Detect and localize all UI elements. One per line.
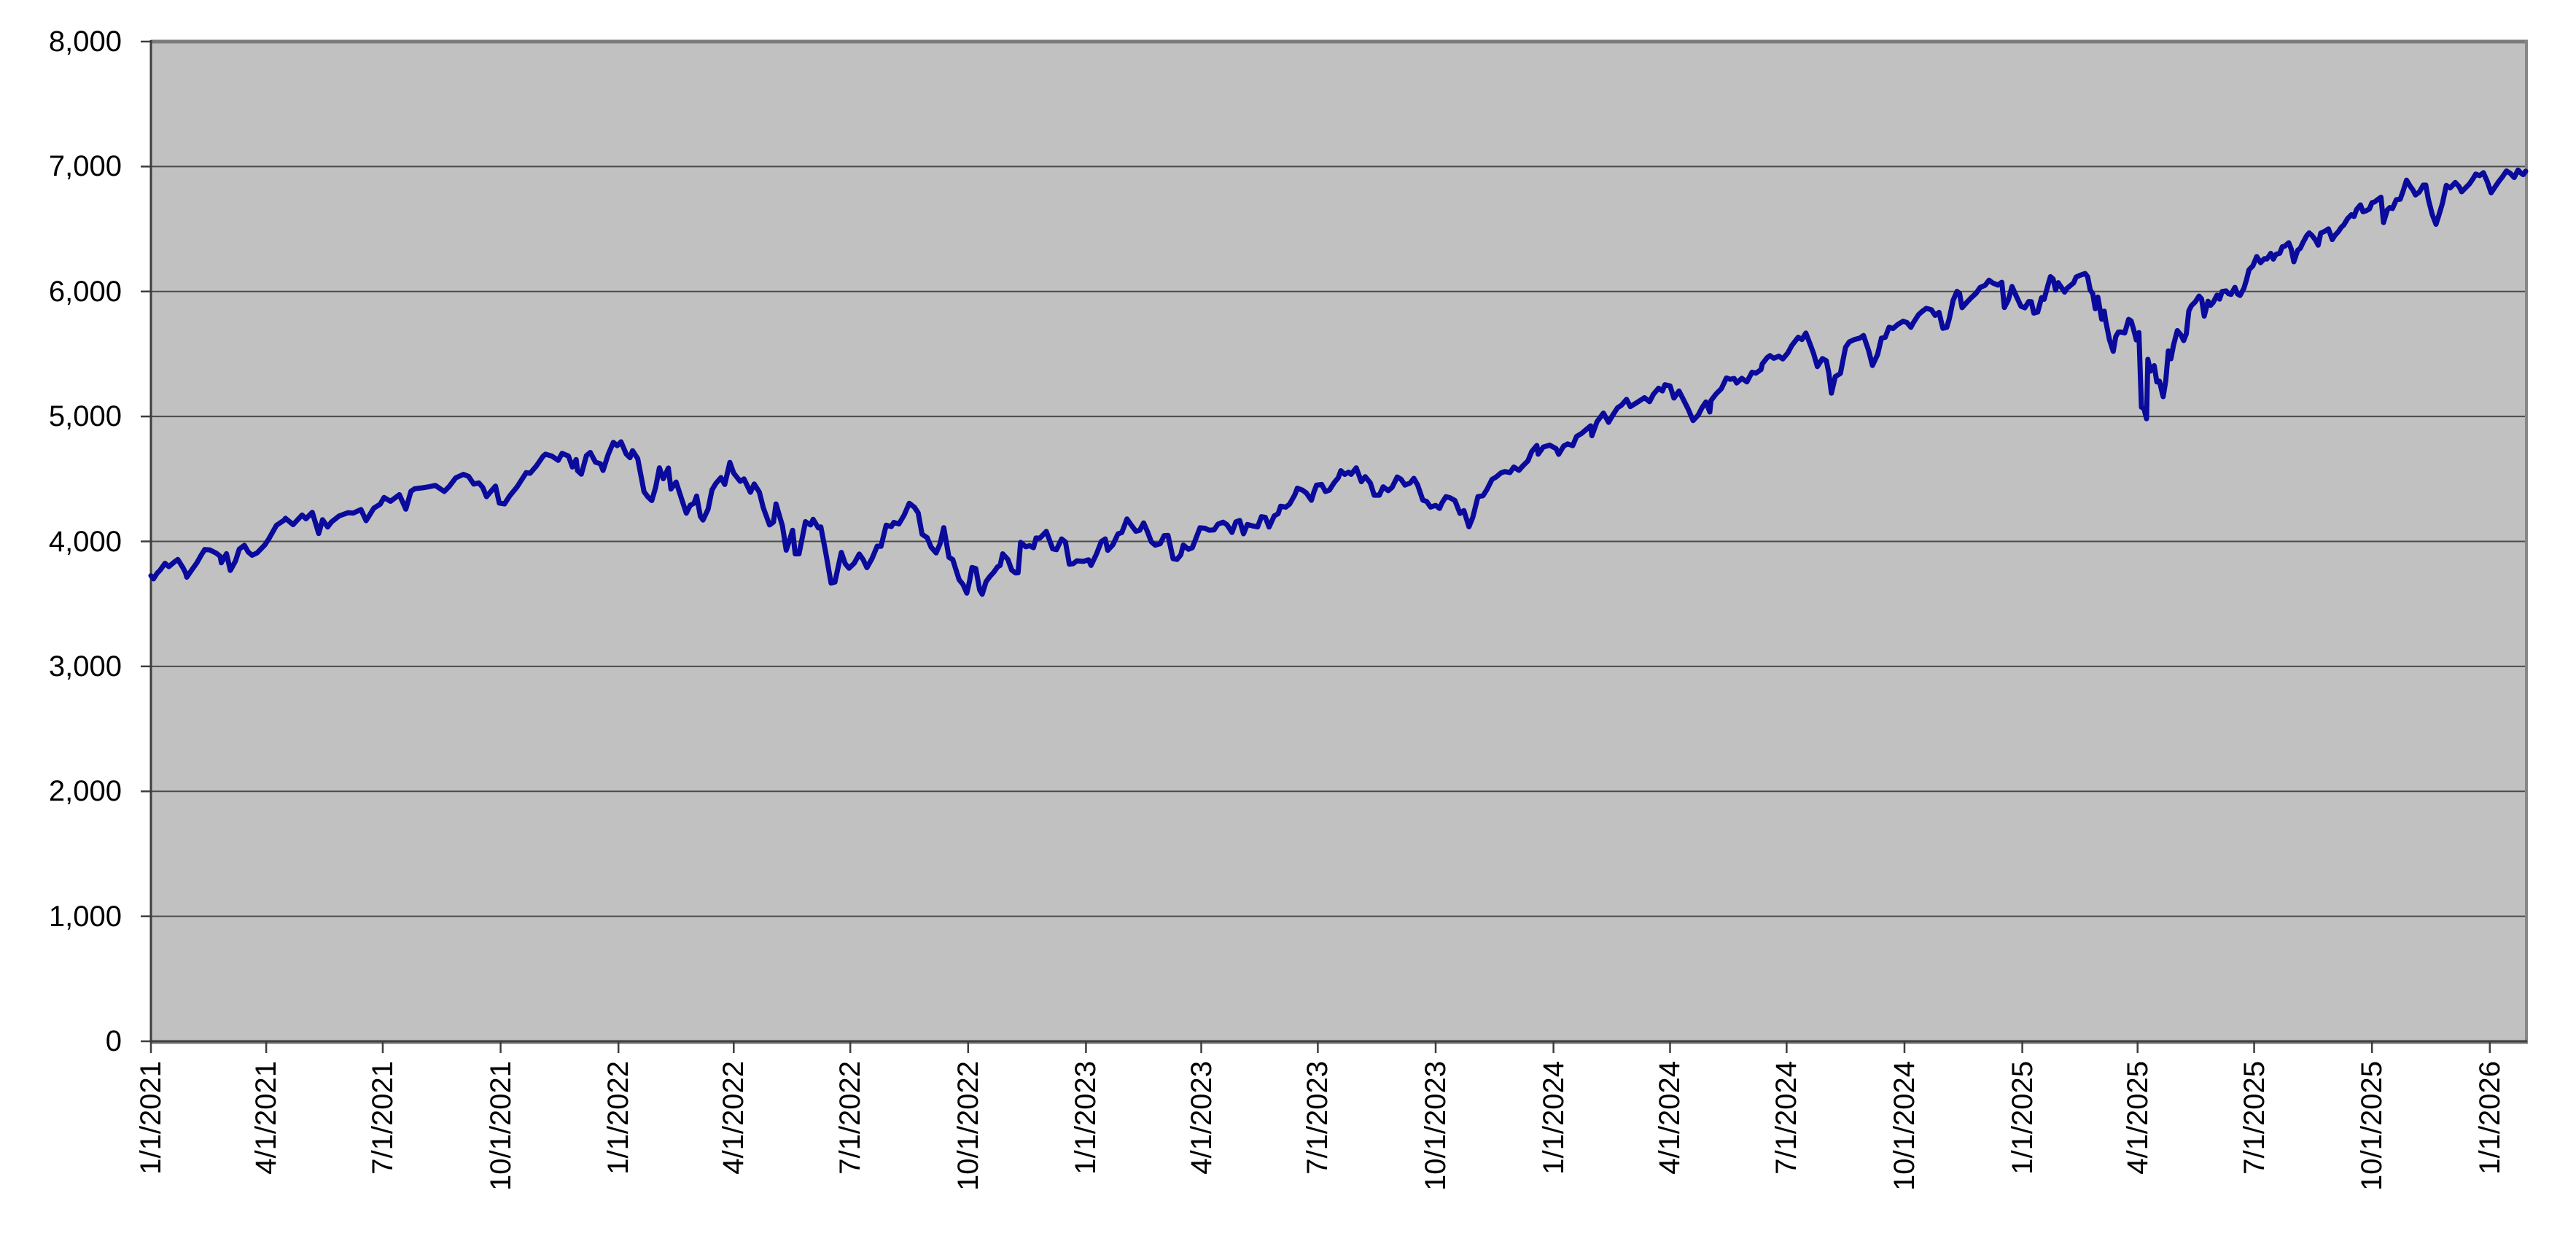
x-axis-tick-label: 1/1/2022: [602, 1061, 635, 1175]
x-axis-tick-label: 7/1/2021: [366, 1061, 399, 1175]
y-axis-tick-label: 7,000: [48, 150, 122, 183]
x-axis-tick-label: 10/1/2025: [2356, 1061, 2389, 1191]
y-axis-tick-label: 3,000: [48, 650, 122, 683]
x-axis-tick-label: 4/1/2024: [1654, 1061, 1686, 1175]
x-axis-tick-label: 4/1/2021: [250, 1061, 283, 1175]
x-axis-tick-label: 1/1/2025: [2006, 1061, 2039, 1175]
x-axis-tick-label: 1/1/2026: [2473, 1061, 2506, 1175]
y-axis-tick-label: 4,000: [48, 525, 122, 558]
x-axis-tick-label: 10/1/2022: [952, 1061, 984, 1191]
x-axis-tick-label: 1/1/2023: [1070, 1061, 1102, 1175]
x-axis-tick-label: 7/1/2024: [1770, 1061, 1803, 1175]
x-axis-tick-label: 7/1/2023: [1301, 1061, 1334, 1175]
x-axis-tick-label: 1/1/2021: [135, 1061, 167, 1175]
x-axis-tick-label: 10/1/2023: [1420, 1061, 1452, 1191]
y-axis-tick-label: 0: [105, 1025, 122, 1057]
y-axis-tick-label: 2,000: [48, 775, 122, 808]
y-axis-tick-label: 8,000: [48, 26, 122, 58]
x-axis-tick-label: 10/1/2024: [1888, 1061, 1921, 1191]
x-axis-tick-label: 1/1/2024: [1537, 1061, 1570, 1175]
y-axis-tick-label: 5,000: [48, 400, 122, 433]
price-line: [148, 167, 2529, 597]
x-axis-tick-label: 4/1/2023: [1185, 1061, 1218, 1175]
y-axis-tick-label: 1,000: [48, 900, 122, 933]
x-axis-tick-label: 10/1/2021: [484, 1061, 517, 1191]
x-axis-tick-label: 4/1/2025: [2121, 1061, 2154, 1175]
x-axis-tick-label: 4/1/2022: [717, 1061, 750, 1175]
x-axis-tick-label: 7/1/2022: [834, 1061, 867, 1175]
x-axis-tick-label: 7/1/2025: [2238, 1061, 2270, 1175]
y-axis-tick-label: 6,000: [48, 275, 122, 308]
